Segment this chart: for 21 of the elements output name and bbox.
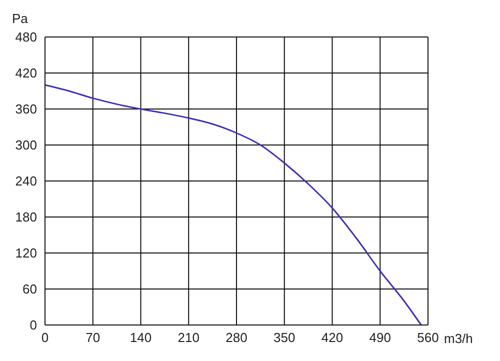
y-tick-label: 0	[30, 318, 37, 333]
y-axis-title: Pa	[12, 11, 29, 26]
y-tick-label: 480	[15, 30, 37, 45]
x-tick-label: 210	[178, 330, 200, 346]
x-axis-title: m3/h	[444, 331, 473, 346]
y-tick-label: 240	[15, 174, 37, 189]
x-tick-label: 490	[369, 330, 391, 346]
x-tick-label: 420	[321, 330, 344, 346]
x-tick-label: 350	[274, 330, 296, 346]
x-tick-label: 280	[226, 330, 248, 346]
y-tick-label: 360	[15, 102, 37, 117]
y-tick-label: 300	[15, 138, 37, 153]
x-tick-label: 560	[417, 330, 439, 346]
y-tick-label: 60	[22, 282, 37, 297]
x-tick-label: 140	[130, 330, 152, 346]
y-tick-label: 420	[15, 66, 37, 81]
line-series	[45, 84, 422, 325]
y-tick-label: 120	[15, 246, 37, 261]
x-tick-label: 0	[41, 330, 49, 346]
y-tick-label: 180	[15, 210, 37, 225]
x-tick-label: 70	[86, 330, 100, 346]
